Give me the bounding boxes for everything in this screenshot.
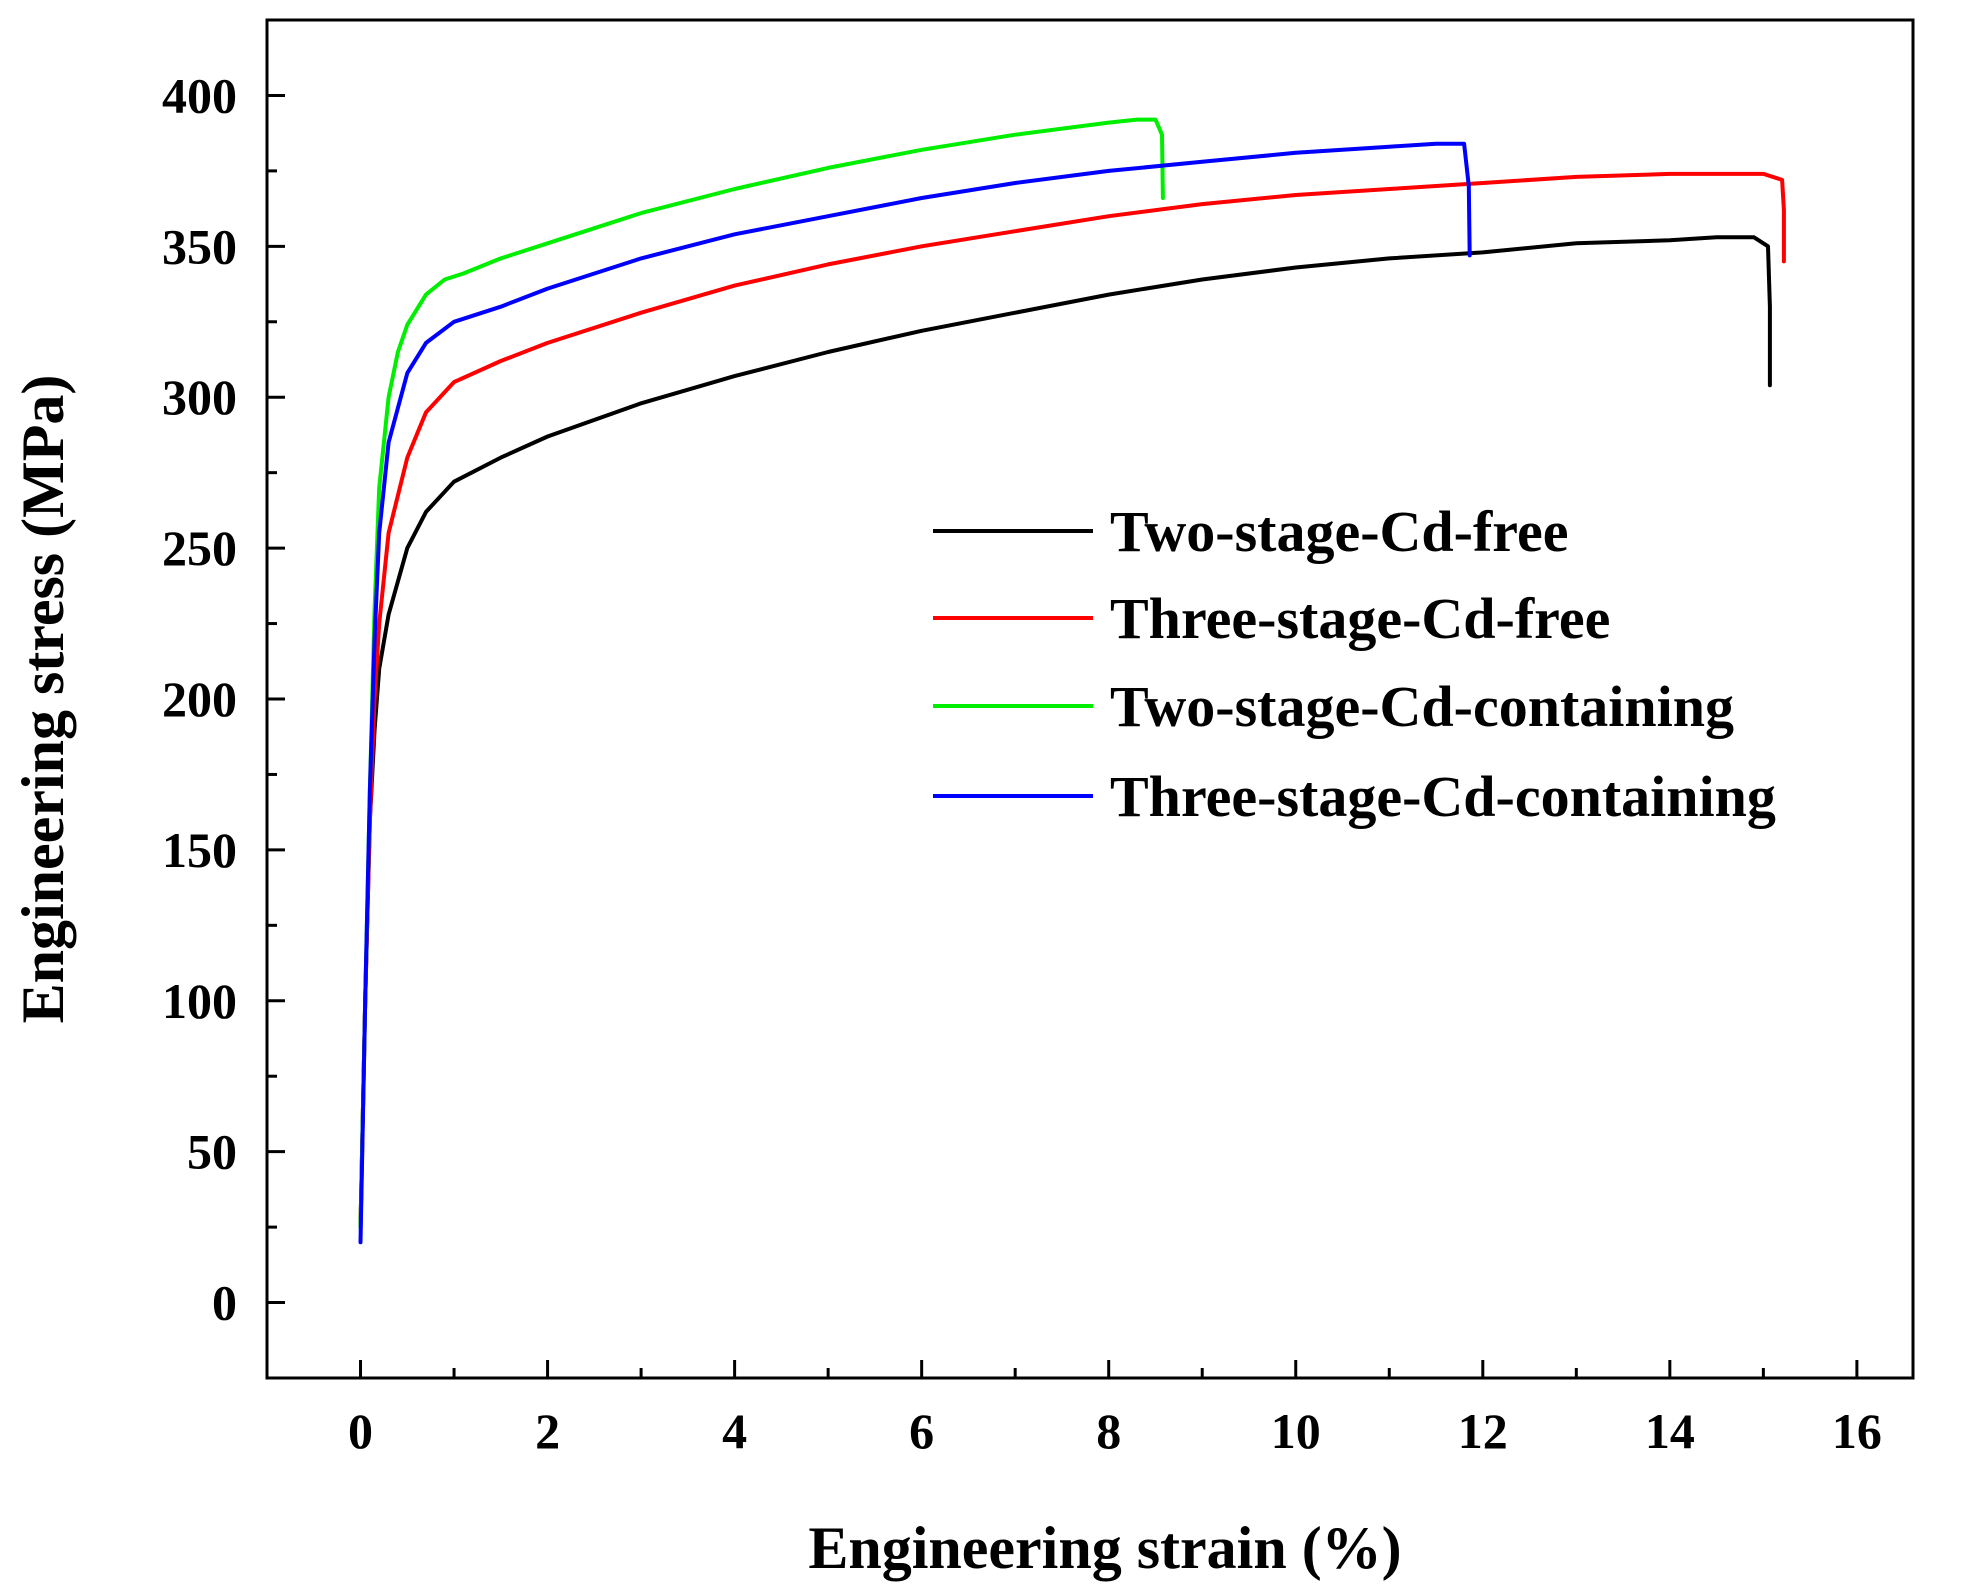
x-tick-label: 8 <box>1096 1403 1121 1459</box>
x-axis-title: Engineering strain (%) <box>808 1515 1401 1581</box>
x-tick-label: 14 <box>1645 1403 1695 1459</box>
x-tick-label: 10 <box>1271 1403 1321 1459</box>
y-tick-label: 150 <box>162 822 237 878</box>
y-axis-title: Engineering stress (MPa) <box>10 375 76 1024</box>
legend-label-three-stage-cd-containing: Three-stage-Cd-containing <box>1110 764 1776 829</box>
series-line-two-stage-cd-containing <box>358 117 1165 1230</box>
x-tick-label: 0 <box>348 1403 373 1459</box>
y-tick-label: 400 <box>162 67 237 123</box>
y-tick-label: 50 <box>187 1124 237 1180</box>
series-line-two-stage-cd-free <box>358 235 1772 1230</box>
x-tick-label: 2 <box>535 1403 560 1459</box>
y-tick-label: 200 <box>162 671 237 727</box>
y-tick-label: 350 <box>162 218 237 274</box>
y-tick-label: 300 <box>162 369 237 425</box>
axis-ticks: 0 2 4 6 8 10 12 14 16 0 50 100 150 200 250 300 350 400 <box>162 67 1882 1459</box>
series-lines <box>358 117 1786 1245</box>
legend-label-three-stage-cd-free: Three-stage-Cd-free <box>1110 586 1610 651</box>
series-line-three-stage-cd-free <box>358 171 1786 1230</box>
x-tick-label: 4 <box>722 1403 747 1459</box>
legend-label-two-stage-cd-containing: Two-stage-Cd-containing <box>1110 674 1734 739</box>
legend-label-two-stage-cd-free: Two-stage-Cd-free <box>1110 499 1568 564</box>
y-tick-label: 250 <box>162 520 237 576</box>
plot-frame <box>265 18 1915 1380</box>
series-line-three-stage-cd-containing <box>358 141 1472 1245</box>
y-tick-label: 100 <box>162 973 237 1029</box>
x-tick-label: 16 <box>1832 1403 1882 1459</box>
y-tick-label: 0 <box>212 1275 237 1331</box>
x-tick-label: 12 <box>1458 1403 1508 1459</box>
x-tick-label: 6 <box>909 1403 934 1459</box>
legend: Two-stage-Cd-free Three-stage-Cd-free Tw… <box>933 499 1776 829</box>
